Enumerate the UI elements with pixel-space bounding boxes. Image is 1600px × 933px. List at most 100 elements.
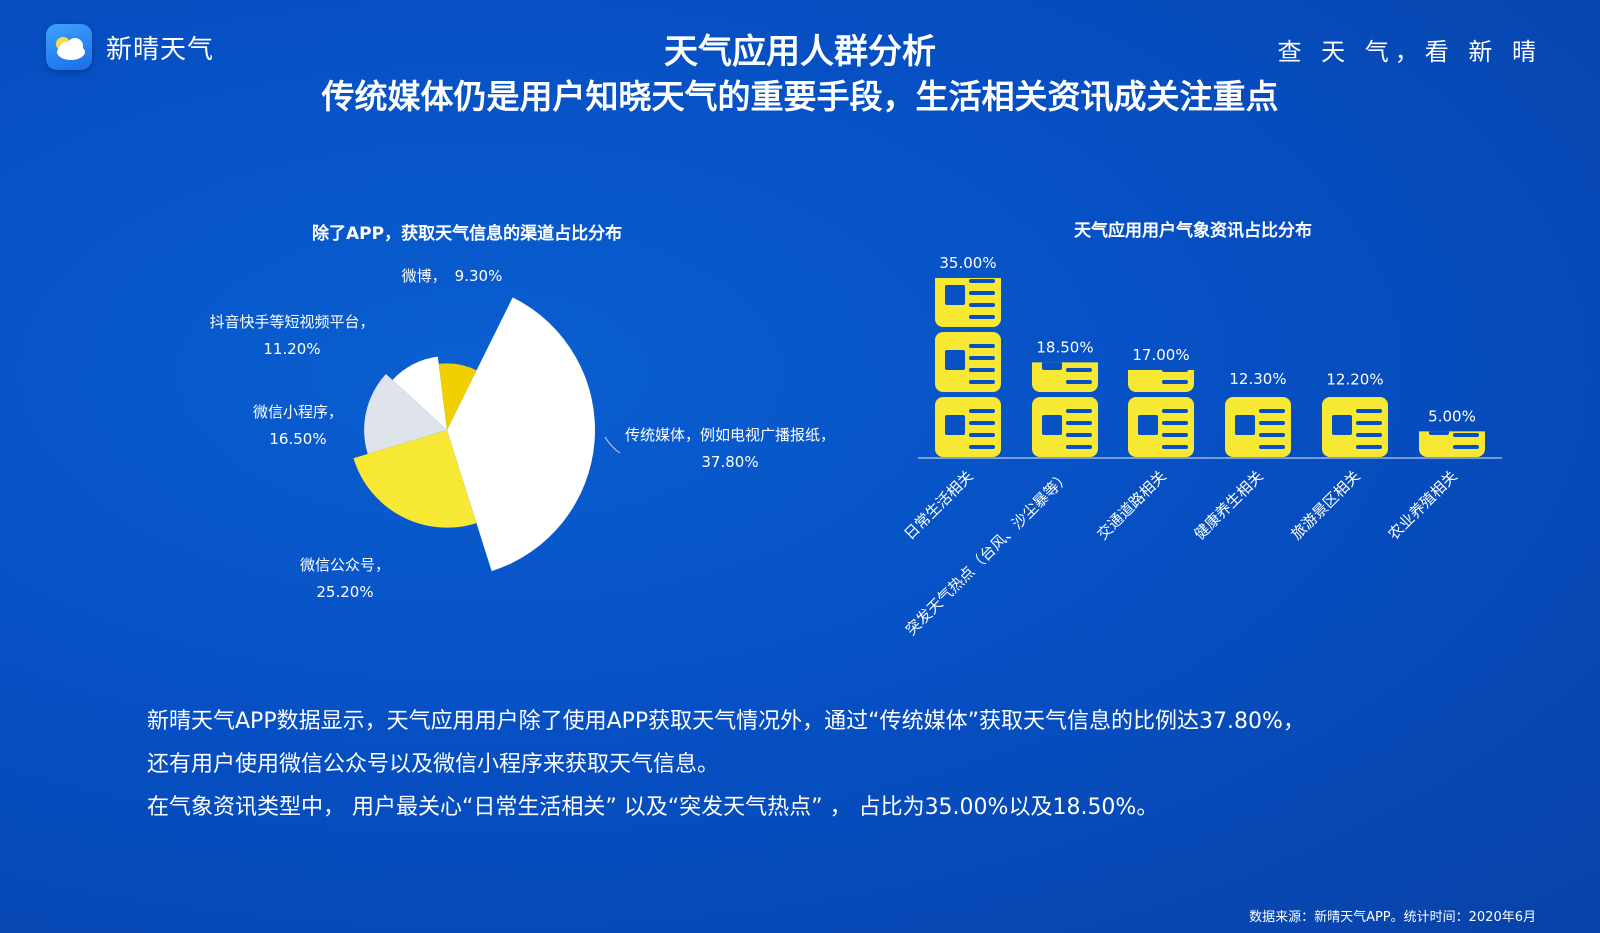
bar-category-label: 日常生活相关	[900, 467, 976, 543]
bar-tile-line	[1066, 368, 1092, 372]
pie-label-name: 微信公众号，	[299, 556, 390, 574]
bar-tile-icon	[1332, 350, 1352, 370]
bar-tile-line	[1453, 315, 1479, 319]
bar-tile-icon	[945, 285, 965, 305]
bar-tile-line	[1066, 433, 1092, 437]
pie-label-value: 37.80%	[701, 453, 759, 471]
bar-tile-icon	[945, 350, 965, 370]
bar-tile-line	[1453, 368, 1479, 372]
bar-tile-icon	[1332, 415, 1352, 435]
bar-tile-icon	[1138, 415, 1158, 435]
bar-tile-line	[1162, 445, 1188, 449]
bar-value-label: 17.00%	[1132, 346, 1189, 364]
bar-tile-line	[1453, 356, 1479, 360]
bar-tile-line	[1066, 356, 1092, 360]
pie-label-name: 微博，	[401, 267, 447, 285]
bar-tile	[1322, 267, 1388, 327]
pie-slice-wechat-account	[353, 430, 477, 528]
bar-tile-line	[1259, 303, 1285, 307]
bar-category-label: 旅游景区相关	[1287, 467, 1363, 543]
bar-tile-line	[969, 279, 995, 283]
bar-tile-line	[1066, 315, 1092, 319]
pie-label-name: 微信小程序，	[252, 403, 343, 421]
bar-tile-line	[1356, 409, 1382, 413]
bar-tile-line	[1259, 433, 1285, 437]
bar-tile-line	[1453, 433, 1479, 437]
bar-tile-line	[1162, 380, 1188, 384]
bar-tile-line	[1162, 421, 1188, 425]
bar-tile-line	[1066, 291, 1092, 295]
app-name: 新晴天气	[106, 34, 215, 65]
bar-tile-icon	[1332, 285, 1352, 305]
bar-tile-line	[1259, 356, 1285, 360]
bar-tile-line	[1453, 279, 1479, 283]
pie-label-wechat-account: 微信公众号， 25.20%	[265, 552, 425, 606]
bar-tile-line	[1453, 291, 1479, 295]
pie-slice-wechat-miniprogram	[364, 373, 447, 455]
bar-tile-line	[1162, 303, 1188, 307]
bar-tile-line	[1453, 380, 1479, 384]
bar-tile-line	[1162, 409, 1188, 413]
bar-tile-line	[969, 315, 995, 319]
bar-tile-icon	[1042, 285, 1062, 305]
summary-line: 还有用户使用微信公众号以及微信小程序来获取天气信息。	[147, 752, 720, 777]
bar-tile-line	[1259, 344, 1285, 348]
bar-tile-line	[1162, 370, 1188, 372]
bar-tile-line	[969, 421, 995, 425]
bar-tile	[1032, 267, 1098, 327]
bar-tile-line	[1066, 421, 1092, 425]
bar-tile-line	[1259, 315, 1285, 319]
bar-tile-icon	[945, 415, 965, 435]
bar-value-label: 12.20%	[1326, 371, 1383, 389]
leader-line	[604, 436, 621, 454]
bar-tile	[1225, 267, 1291, 327]
bar-category-label: 交通道路相关	[1093, 467, 1169, 543]
pie-slice-traditional-media	[447, 297, 595, 572]
bar-tile-icon	[1429, 431, 1449, 435]
bar-tile-line	[1066, 380, 1092, 384]
bar-category-label: 突发天气热点（台风、沙尘暴等）	[902, 467, 1074, 639]
bar-tile-icon	[1429, 285, 1449, 305]
bar-tile	[1128, 267, 1194, 327]
bar-value-label: 5.00%	[1428, 407, 1476, 425]
pie-label-weibo: 微博， 9.30%	[392, 263, 512, 290]
summary-text: 新晴天气APP数据显示，天气应用用户除了使用APP获取天气情况外，通过“传统媒体…	[147, 700, 1305, 829]
bar-tourism	[1322, 267, 1388, 457]
bar-tile-line	[1259, 291, 1285, 295]
bar-value-label: 18.50%	[1036, 338, 1093, 356]
bar-tile-icon	[1429, 350, 1449, 370]
bar-tile-line	[1259, 409, 1285, 413]
bar-category-label: 健康养生相关	[1190, 467, 1266, 543]
pie-label-name: 抖音快手等短视频平台，	[209, 313, 375, 331]
bar-tile-line	[1066, 409, 1092, 413]
bar-tile-line	[1356, 344, 1382, 348]
pie-slice-short-video	[392, 356, 447, 430]
bar-tile-line	[1356, 445, 1382, 449]
bar-tile-icon	[1042, 362, 1062, 370]
data-source-note: 数据来源：新晴天气APP。统计时间：2020年6月	[1249, 910, 1536, 925]
pie-label-value: 16.50%	[269, 430, 327, 448]
bar-agriculture	[1419, 279, 1485, 457]
bar-tile-line	[969, 368, 995, 372]
bar-tile-line	[1453, 344, 1479, 348]
bar-tile	[1419, 431, 1485, 457]
bar-tile-line	[1259, 279, 1285, 283]
cloud-icon	[46, 24, 92, 70]
bar-tile-line	[1162, 279, 1188, 283]
bar-tile-line	[1356, 356, 1382, 360]
bar-tile-icon	[1235, 350, 1255, 370]
summary-line: 新晴天气APP数据显示，天气应用用户除了使用APP获取天气情况外，通过“传统媒体…	[147, 709, 1305, 734]
bar-tile-line	[1162, 315, 1188, 319]
pie-chart-title: 除了APP，获取天气信息的渠道占比分布	[312, 224, 623, 244]
pie-label-traditional-media: 传统媒体，例如电视广播报纸， 37.80%	[600, 422, 860, 476]
bar-tile-line	[1356, 433, 1382, 437]
bar-tile-line	[969, 433, 995, 437]
bar-tile-line	[1356, 303, 1382, 307]
bar-tile-line	[1453, 303, 1479, 307]
bar-chart-title: 天气应用用户气象资讯占比分布	[1074, 221, 1312, 241]
bar-tile-line	[1356, 421, 1382, 425]
bar-tile-line	[969, 291, 995, 295]
bar-value-label: 35.00%	[939, 254, 996, 272]
bar-tile	[1419, 332, 1485, 392]
